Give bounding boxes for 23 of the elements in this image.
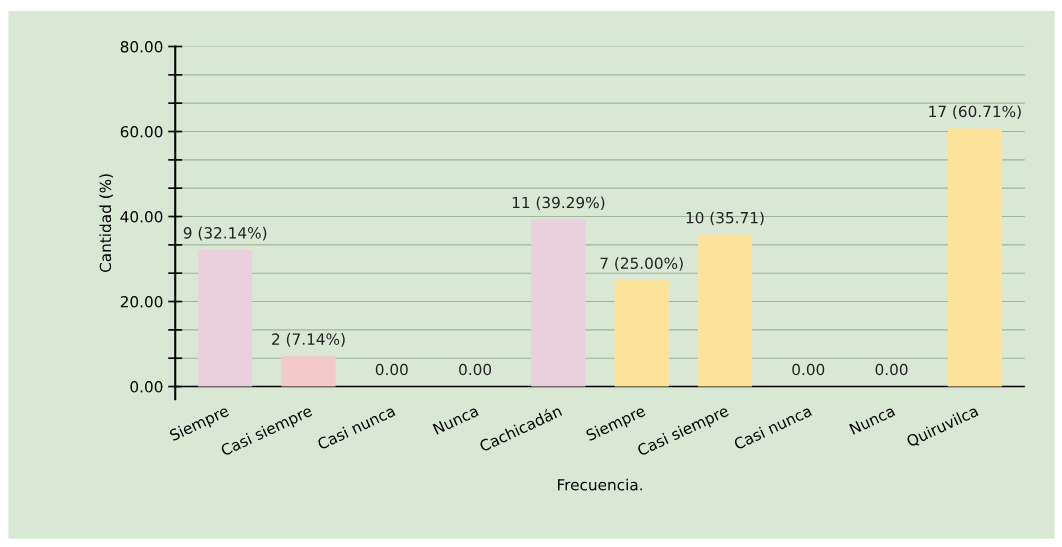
data-label: 11 (39.29%) [512, 196, 605, 211]
y-tick-label: 80.00 [120, 40, 163, 53]
bar [947, 128, 1002, 387]
y-axis-title: Cantidad (%) [99, 174, 113, 273]
bar [281, 356, 336, 387]
data-label: 2 (7.14%) [272, 333, 345, 347]
bar [614, 280, 669, 387]
data-label: 0.00 [875, 363, 908, 376]
bar [531, 219, 586, 387]
data-label: 7 (25.00%) [600, 257, 683, 271]
data-label: 9 (32.14%) [183, 226, 267, 241]
y-tick-label: 20.00 [120, 296, 163, 308]
x-axis-title: Frecuencia. [558, 478, 642, 491]
y-tick-label: 60.00 [120, 125, 163, 138]
bar [198, 249, 253, 387]
bar [697, 234, 753, 387]
y-tick-label: 0.00 [130, 381, 163, 393]
data-label: 10 (35.71) [686, 211, 764, 226]
data-label: 17 (60.71%) [929, 105, 1021, 119]
y-tick-label: 40.00 [120, 210, 163, 223]
data-label: 0.00 [375, 363, 408, 376]
data-label: 0.00 [459, 363, 492, 376]
data-label: 0.00 [792, 363, 825, 376]
